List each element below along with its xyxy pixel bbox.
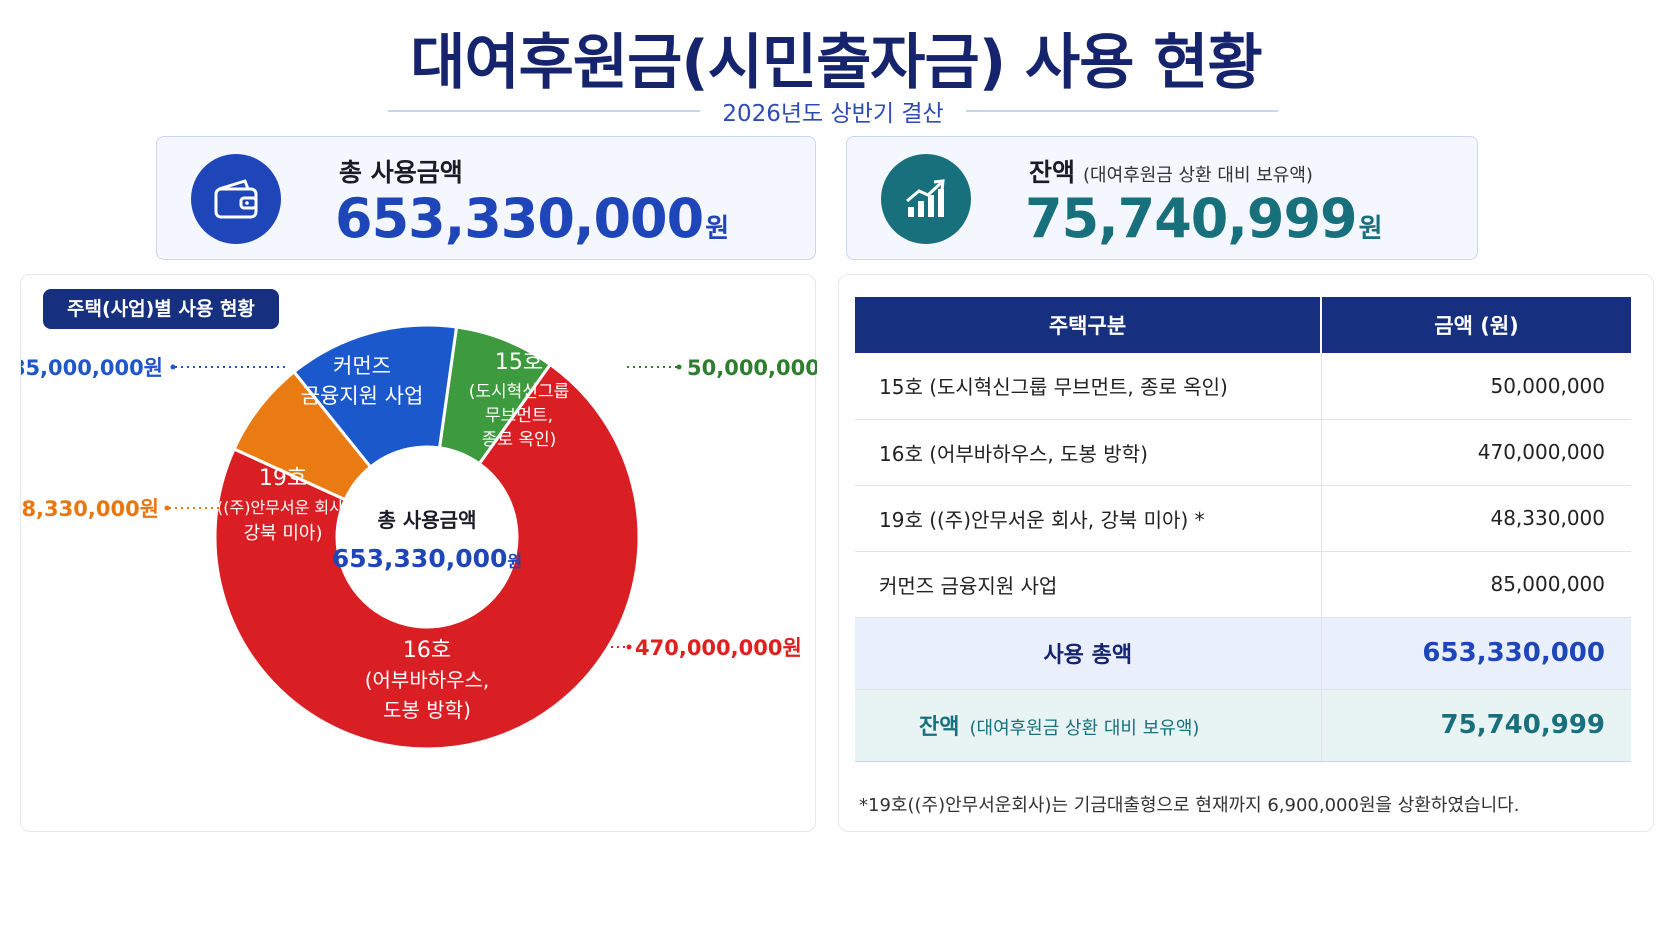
donut-slice-label-s19: 19호 [259, 466, 307, 491]
donut-slice-label-s19: ((주)안무서운 회사, [217, 498, 349, 517]
donut-slice-s16 [213, 362, 641, 751]
page-title: 대여후원금(시민출자금) 사용 현황 [410, 28, 1262, 98]
kpi-total-label: 총 사용금액 [339, 158, 463, 187]
table-row: 커먼즈 금융지원 사업 85,000,000 [855, 551, 1631, 618]
callout-dot-sc [170, 364, 176, 370]
donut-slice-label-s15: 15호 [495, 350, 543, 375]
donut-slice-label-s16: 16호 [403, 638, 451, 663]
table-cell-name: 15호 (도시혁신그룹 무브먼트, 종로 옥인) [855, 353, 1321, 420]
data-label-s15: 50,000,000원 [687, 356, 817, 380]
subtitle-divider-right [965, 110, 1278, 112]
kpi-total-unit: 원 [705, 214, 729, 244]
growth-chart-icon [881, 154, 971, 244]
kpi-balance-note: (대여후원금 상환 대비 보유액) [1083, 165, 1313, 186]
table-total-amount: 653,330,000 [1320, 616, 1631, 690]
donut-slice-label-sc: 금융지원 사업 [301, 384, 424, 408]
table-total-label: 사용 총액 [855, 616, 1321, 690]
data-label-sc: 85,000,000원 [21, 356, 163, 380]
table-remain-label: 잔액 (대여후원금 상환 대비 보유액) [855, 689, 1321, 762]
table-cell-amount: 470,000,000 [1320, 419, 1631, 486]
kpi-balance-unit: 원 [1358, 214, 1383, 244]
table-row: 15호 (도시혁신그룹 무브먼트, 종로 옥인) 50,000,000 [855, 353, 1631, 420]
donut-center-label: 총 사용금액 [378, 508, 477, 532]
page-subtitle: 2026년도 상반기 결산 [722, 101, 944, 127]
table-cell-name: 16호 (어부바하우스, 도봉 방학) [855, 419, 1321, 486]
table-header-amount: 금액 (원) [1320, 297, 1631, 353]
donut-slice-label-s19: 강북 미아) [244, 523, 323, 544]
table-panel: 주택구분 금액 (원) 15호 (도시혁신그룹 무브먼트, 종로 옥인) 50,… [838, 274, 1654, 832]
callout-dot-s16 [626, 644, 632, 650]
table-cell-amount: 50,000,000 [1320, 353, 1631, 420]
callout-dot-s19 [164, 505, 170, 511]
donut-center-value: 653,330,000원 [332, 544, 522, 573]
kpi-balance-card: 잔액 (대여후원금 상환 대비 보유액) 75,740,999원 [846, 136, 1478, 260]
kpi-total-value: 653,330,000원 [335, 187, 729, 250]
table-cell-name: 커먼즈 금융지원 사업 [855, 551, 1321, 618]
donut-slice-label-s16: (어부바하우스, [365, 668, 490, 692]
amount-table: 주택구분 금액 (원) 15호 (도시혁신그룹 무브먼트, 종로 옥인) 50,… [855, 297, 1631, 762]
kpi-balance-label: 잔액 (대여후원금 상환 대비 보유액) [1029, 158, 1313, 187]
table-cell-amount: 48,330,000 [1320, 485, 1631, 552]
table-header-row: 주택구분 금액 (원) [855, 297, 1631, 353]
subtitle-divider-left [388, 110, 701, 112]
donut-slice-label-sc: 커먼즈 [333, 354, 391, 378]
table-row: 16호 (어부바하우스, 도봉 방학) 470,000,000 [855, 419, 1631, 486]
table-total-row: 사용 총액 653,330,000 [855, 616, 1631, 690]
donut-center [339, 449, 515, 625]
kpi-balance-value: 75,740,999원 [1025, 187, 1383, 250]
donut-slice-label-s15: 무브먼트, [485, 406, 553, 426]
donut-slice-label-s16: 도봉 방학) [383, 698, 471, 722]
table-row: 19호 ((주)안무서운 회사, 강북 미아) * 48,330,000 [855, 485, 1631, 552]
data-label-s19: 48,330,000원 [21, 497, 159, 521]
table-remain-amount: 75,740,999 [1320, 689, 1631, 762]
table-remain-note: (대여후원금 상환 대비 보유액) [969, 718, 1200, 739]
chart-section-badge: 주택(사업)별 사용 현황 [43, 289, 279, 329]
wallet-icon [191, 154, 281, 244]
table-remain-row: 잔액 (대여후원금 상환 대비 보유액) 75,740,999 [855, 689, 1631, 762]
data-label-s16: 470,000,000원 [635, 636, 802, 660]
subtitle-row: 2026년도 상반기 결산 [388, 94, 1278, 128]
table-cell-amount: 85,000,000 [1320, 551, 1631, 618]
donut-slice-sc [291, 323, 459, 470]
donut-slice-label-s15: (도시혁신그룹 [469, 382, 569, 402]
kpi-total-card: 총 사용금액 653,330,000원 [156, 136, 816, 260]
footnote: *19호((주)안무서운회사)는 기금대출형으로 현재까지 6,900,000원… [859, 795, 1520, 816]
table-header-category: 주택구분 [855, 297, 1321, 353]
donut-slice-label-s15: 종로 옥인) [482, 430, 557, 450]
callout-dot-s15 [676, 364, 682, 370]
table-cell-name: 19호 ((주)안무서운 회사, 강북 미아) * [855, 485, 1321, 552]
